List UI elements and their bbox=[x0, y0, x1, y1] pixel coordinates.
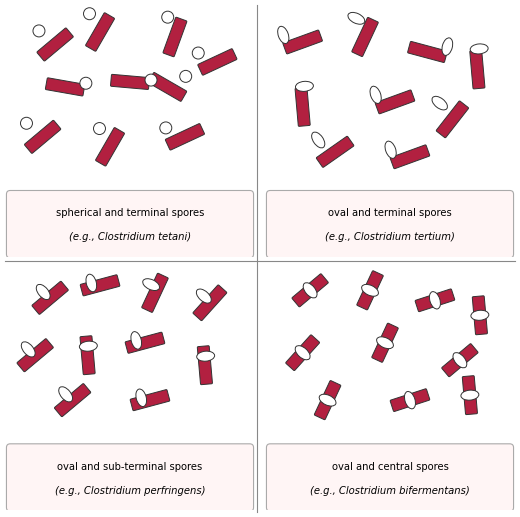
FancyBboxPatch shape bbox=[295, 87, 310, 126]
Ellipse shape bbox=[278, 26, 289, 43]
FancyBboxPatch shape bbox=[163, 17, 187, 57]
Ellipse shape bbox=[405, 391, 415, 409]
Text: (e.g., Clostridium perfringens): (e.g., Clostridium perfringens) bbox=[55, 485, 205, 496]
Ellipse shape bbox=[470, 44, 488, 54]
FancyBboxPatch shape bbox=[292, 274, 328, 307]
Ellipse shape bbox=[80, 341, 97, 351]
Ellipse shape bbox=[21, 342, 35, 357]
Ellipse shape bbox=[86, 274, 97, 292]
FancyBboxPatch shape bbox=[352, 18, 378, 56]
FancyBboxPatch shape bbox=[283, 30, 322, 54]
Ellipse shape bbox=[160, 122, 172, 134]
FancyBboxPatch shape bbox=[142, 273, 168, 312]
FancyBboxPatch shape bbox=[198, 49, 237, 75]
FancyBboxPatch shape bbox=[316, 136, 354, 168]
Ellipse shape bbox=[370, 86, 381, 103]
Ellipse shape bbox=[348, 12, 365, 24]
Ellipse shape bbox=[192, 47, 204, 59]
FancyBboxPatch shape bbox=[442, 344, 478, 377]
FancyBboxPatch shape bbox=[96, 128, 124, 166]
Ellipse shape bbox=[295, 81, 314, 92]
Ellipse shape bbox=[131, 331, 141, 349]
Ellipse shape bbox=[36, 284, 50, 299]
Ellipse shape bbox=[84, 8, 96, 20]
Ellipse shape bbox=[303, 283, 317, 298]
FancyBboxPatch shape bbox=[472, 296, 487, 334]
Ellipse shape bbox=[59, 387, 73, 402]
FancyBboxPatch shape bbox=[6, 190, 254, 258]
Ellipse shape bbox=[430, 292, 440, 309]
Ellipse shape bbox=[319, 394, 336, 406]
Text: (e.g., Clostridium tertium): (e.g., Clostridium tertium) bbox=[325, 232, 455, 242]
FancyBboxPatch shape bbox=[197, 346, 213, 385]
FancyBboxPatch shape bbox=[408, 41, 447, 63]
FancyBboxPatch shape bbox=[130, 390, 170, 410]
Ellipse shape bbox=[385, 141, 396, 158]
FancyBboxPatch shape bbox=[6, 444, 254, 511]
FancyBboxPatch shape bbox=[37, 28, 73, 61]
Text: oval and central spores: oval and central spores bbox=[332, 462, 448, 472]
FancyBboxPatch shape bbox=[415, 289, 454, 312]
FancyBboxPatch shape bbox=[24, 120, 61, 154]
FancyBboxPatch shape bbox=[148, 72, 187, 101]
Text: spherical and terminal spores: spherical and terminal spores bbox=[56, 208, 204, 218]
Ellipse shape bbox=[162, 11, 174, 23]
FancyBboxPatch shape bbox=[436, 101, 469, 138]
Ellipse shape bbox=[442, 38, 453, 55]
Ellipse shape bbox=[311, 132, 325, 148]
Text: oval and sub-terminal spores: oval and sub-terminal spores bbox=[57, 462, 203, 472]
Text: oval and terminal spores: oval and terminal spores bbox=[328, 208, 452, 218]
FancyBboxPatch shape bbox=[390, 145, 430, 169]
FancyBboxPatch shape bbox=[80, 336, 95, 375]
Ellipse shape bbox=[80, 77, 92, 89]
FancyBboxPatch shape bbox=[266, 444, 514, 511]
FancyBboxPatch shape bbox=[357, 271, 383, 310]
FancyBboxPatch shape bbox=[470, 50, 485, 89]
FancyBboxPatch shape bbox=[266, 190, 514, 258]
Ellipse shape bbox=[142, 279, 160, 291]
FancyBboxPatch shape bbox=[462, 376, 477, 415]
FancyBboxPatch shape bbox=[80, 275, 120, 296]
FancyBboxPatch shape bbox=[375, 90, 415, 114]
FancyBboxPatch shape bbox=[17, 339, 53, 372]
Ellipse shape bbox=[453, 353, 467, 368]
FancyBboxPatch shape bbox=[111, 74, 149, 89]
FancyBboxPatch shape bbox=[86, 13, 114, 51]
Ellipse shape bbox=[197, 351, 215, 361]
Ellipse shape bbox=[33, 25, 45, 37]
Ellipse shape bbox=[20, 117, 32, 129]
Ellipse shape bbox=[145, 74, 157, 86]
Ellipse shape bbox=[376, 337, 394, 348]
FancyBboxPatch shape bbox=[32, 281, 68, 314]
Ellipse shape bbox=[432, 96, 447, 110]
Ellipse shape bbox=[461, 390, 479, 400]
FancyBboxPatch shape bbox=[125, 332, 165, 353]
Ellipse shape bbox=[197, 289, 211, 303]
FancyBboxPatch shape bbox=[372, 323, 398, 362]
Ellipse shape bbox=[94, 123, 106, 134]
Text: (e.g., Clostridium tetani): (e.g., Clostridium tetani) bbox=[69, 232, 191, 242]
FancyBboxPatch shape bbox=[165, 124, 204, 150]
Ellipse shape bbox=[471, 310, 489, 321]
FancyBboxPatch shape bbox=[55, 384, 90, 417]
FancyBboxPatch shape bbox=[390, 389, 430, 412]
Ellipse shape bbox=[295, 346, 310, 360]
FancyBboxPatch shape bbox=[193, 285, 227, 321]
FancyBboxPatch shape bbox=[45, 78, 85, 96]
FancyBboxPatch shape bbox=[286, 335, 319, 371]
Ellipse shape bbox=[136, 389, 147, 406]
Ellipse shape bbox=[180, 70, 192, 82]
Ellipse shape bbox=[361, 284, 379, 296]
FancyBboxPatch shape bbox=[315, 381, 341, 420]
Text: (e.g., Clostridium bifermentans): (e.g., Clostridium bifermentans) bbox=[310, 485, 470, 496]
